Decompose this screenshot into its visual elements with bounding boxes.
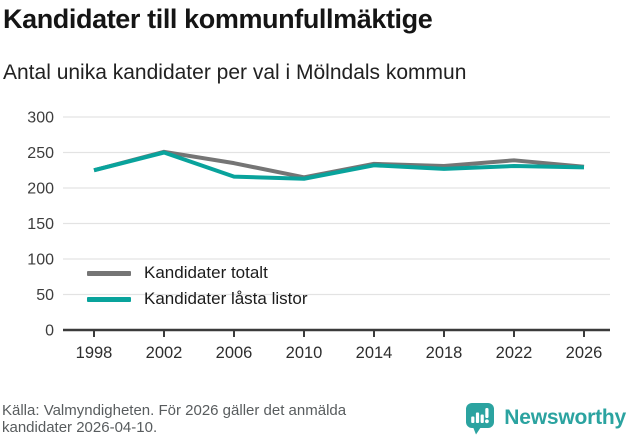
newsworthy-logo-icon	[466, 403, 495, 435]
svg-text:2002: 2002	[146, 344, 183, 362]
source-note: Källa: Valmyndigheten. För 2026 gäller d…	[2, 402, 347, 436]
svg-text:300: 300	[27, 110, 54, 127]
svg-text:2018: 2018	[426, 344, 463, 362]
newsworthy-brand-name: Newsworthy	[504, 406, 626, 429]
svg-text:2026: 2026	[566, 344, 603, 362]
legend-item-total: Kandidater totalt	[87, 260, 307, 286]
svg-text:1998: 1998	[76, 344, 113, 362]
svg-text:2014: 2014	[356, 344, 393, 362]
svg-text:2006: 2006	[216, 344, 253, 362]
legend-swatch-locked-lists	[87, 296, 131, 302]
chart-subtitle: Antal unika kandidater per val i Mölndal…	[3, 61, 467, 84]
svg-text:50: 50	[36, 287, 54, 304]
legend-swatch-total	[87, 270, 131, 276]
chart-title: Kandidater till kommunfullmäktige	[3, 4, 433, 34]
svg-text:100: 100	[27, 252, 54, 269]
newsworthy-brand-link[interactable]: Newsworthy	[465, 401, 626, 435]
svg-text:2010: 2010	[286, 344, 323, 362]
svg-text:150: 150	[27, 216, 54, 233]
svg-text:200: 200	[27, 181, 54, 198]
legend-label-total: Kandidater totalt	[144, 263, 268, 282]
svg-text:2022: 2022	[496, 344, 533, 362]
legend-label-locked-lists: Kandidater låsta listor	[144, 289, 308, 308]
chart-legend: Kandidater totalt Kandidater låsta listo…	[87, 260, 307, 312]
svg-text:0: 0	[45, 323, 54, 340]
svg-text:250: 250	[27, 145, 54, 162]
legend-item-locked-lists: Kandidater låsta listor	[87, 286, 307, 312]
